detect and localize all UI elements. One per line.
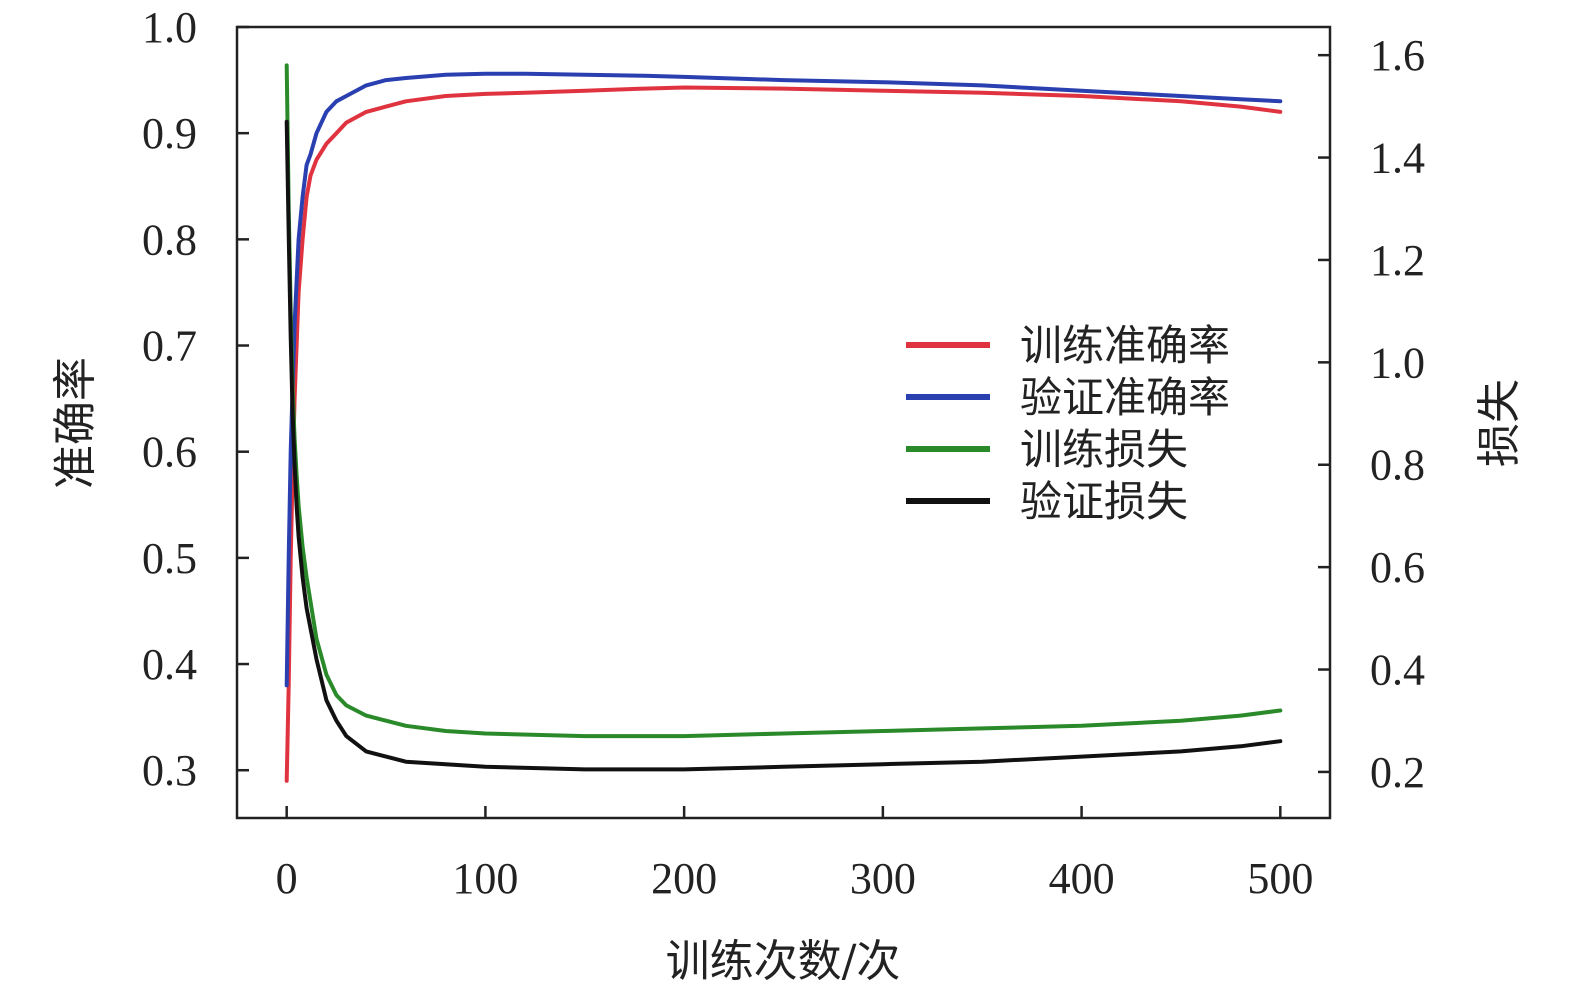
y2-tick-label: 0.2: [1370, 748, 1425, 797]
y-tick-label: 0.3: [142, 746, 197, 795]
y-tick-label: 0.9: [142, 109, 197, 158]
y-tick-label: 0.8: [142, 215, 197, 264]
x-tick-label: 200: [651, 854, 717, 903]
x-tick-label: 0: [276, 854, 298, 903]
y-tick-label: 0.5: [142, 534, 197, 583]
y2-axis-title: 损失: [1474, 379, 1525, 467]
x-tick-label: 400: [1049, 854, 1115, 903]
x-tick-label: 100: [452, 854, 518, 903]
x-tick-label: 500: [1247, 854, 1313, 903]
legend-label-3: 训练损失: [1020, 425, 1188, 474]
legend-label-1: 训练准确率: [1020, 321, 1230, 370]
y-tick-label: 0.4: [142, 640, 197, 689]
legend-label-2: 验证准确率: [1020, 373, 1230, 422]
y2-tick-label: 1.6: [1370, 31, 1425, 80]
y2-tick-label: 0.6: [1370, 543, 1425, 592]
y-tick-label: 0.6: [142, 428, 197, 477]
y-axis-title: 准确率: [50, 357, 101, 489]
x-axis-title: 训练次数/次: [666, 936, 901, 987]
y2-tick-label: 0.4: [1370, 646, 1425, 695]
y2-tick-label: 1.0: [1370, 338, 1425, 387]
y2-tick-label: 0.8: [1370, 441, 1425, 490]
legend-label-4: 验证损失: [1020, 477, 1188, 526]
y-tick-label: 1.0: [142, 3, 197, 52]
x-tick-label: 300: [850, 854, 916, 903]
y-tick-label: 0.7: [142, 322, 197, 371]
y2-tick-label: 1.2: [1370, 236, 1425, 285]
y2-tick-label: 1.4: [1370, 134, 1425, 183]
